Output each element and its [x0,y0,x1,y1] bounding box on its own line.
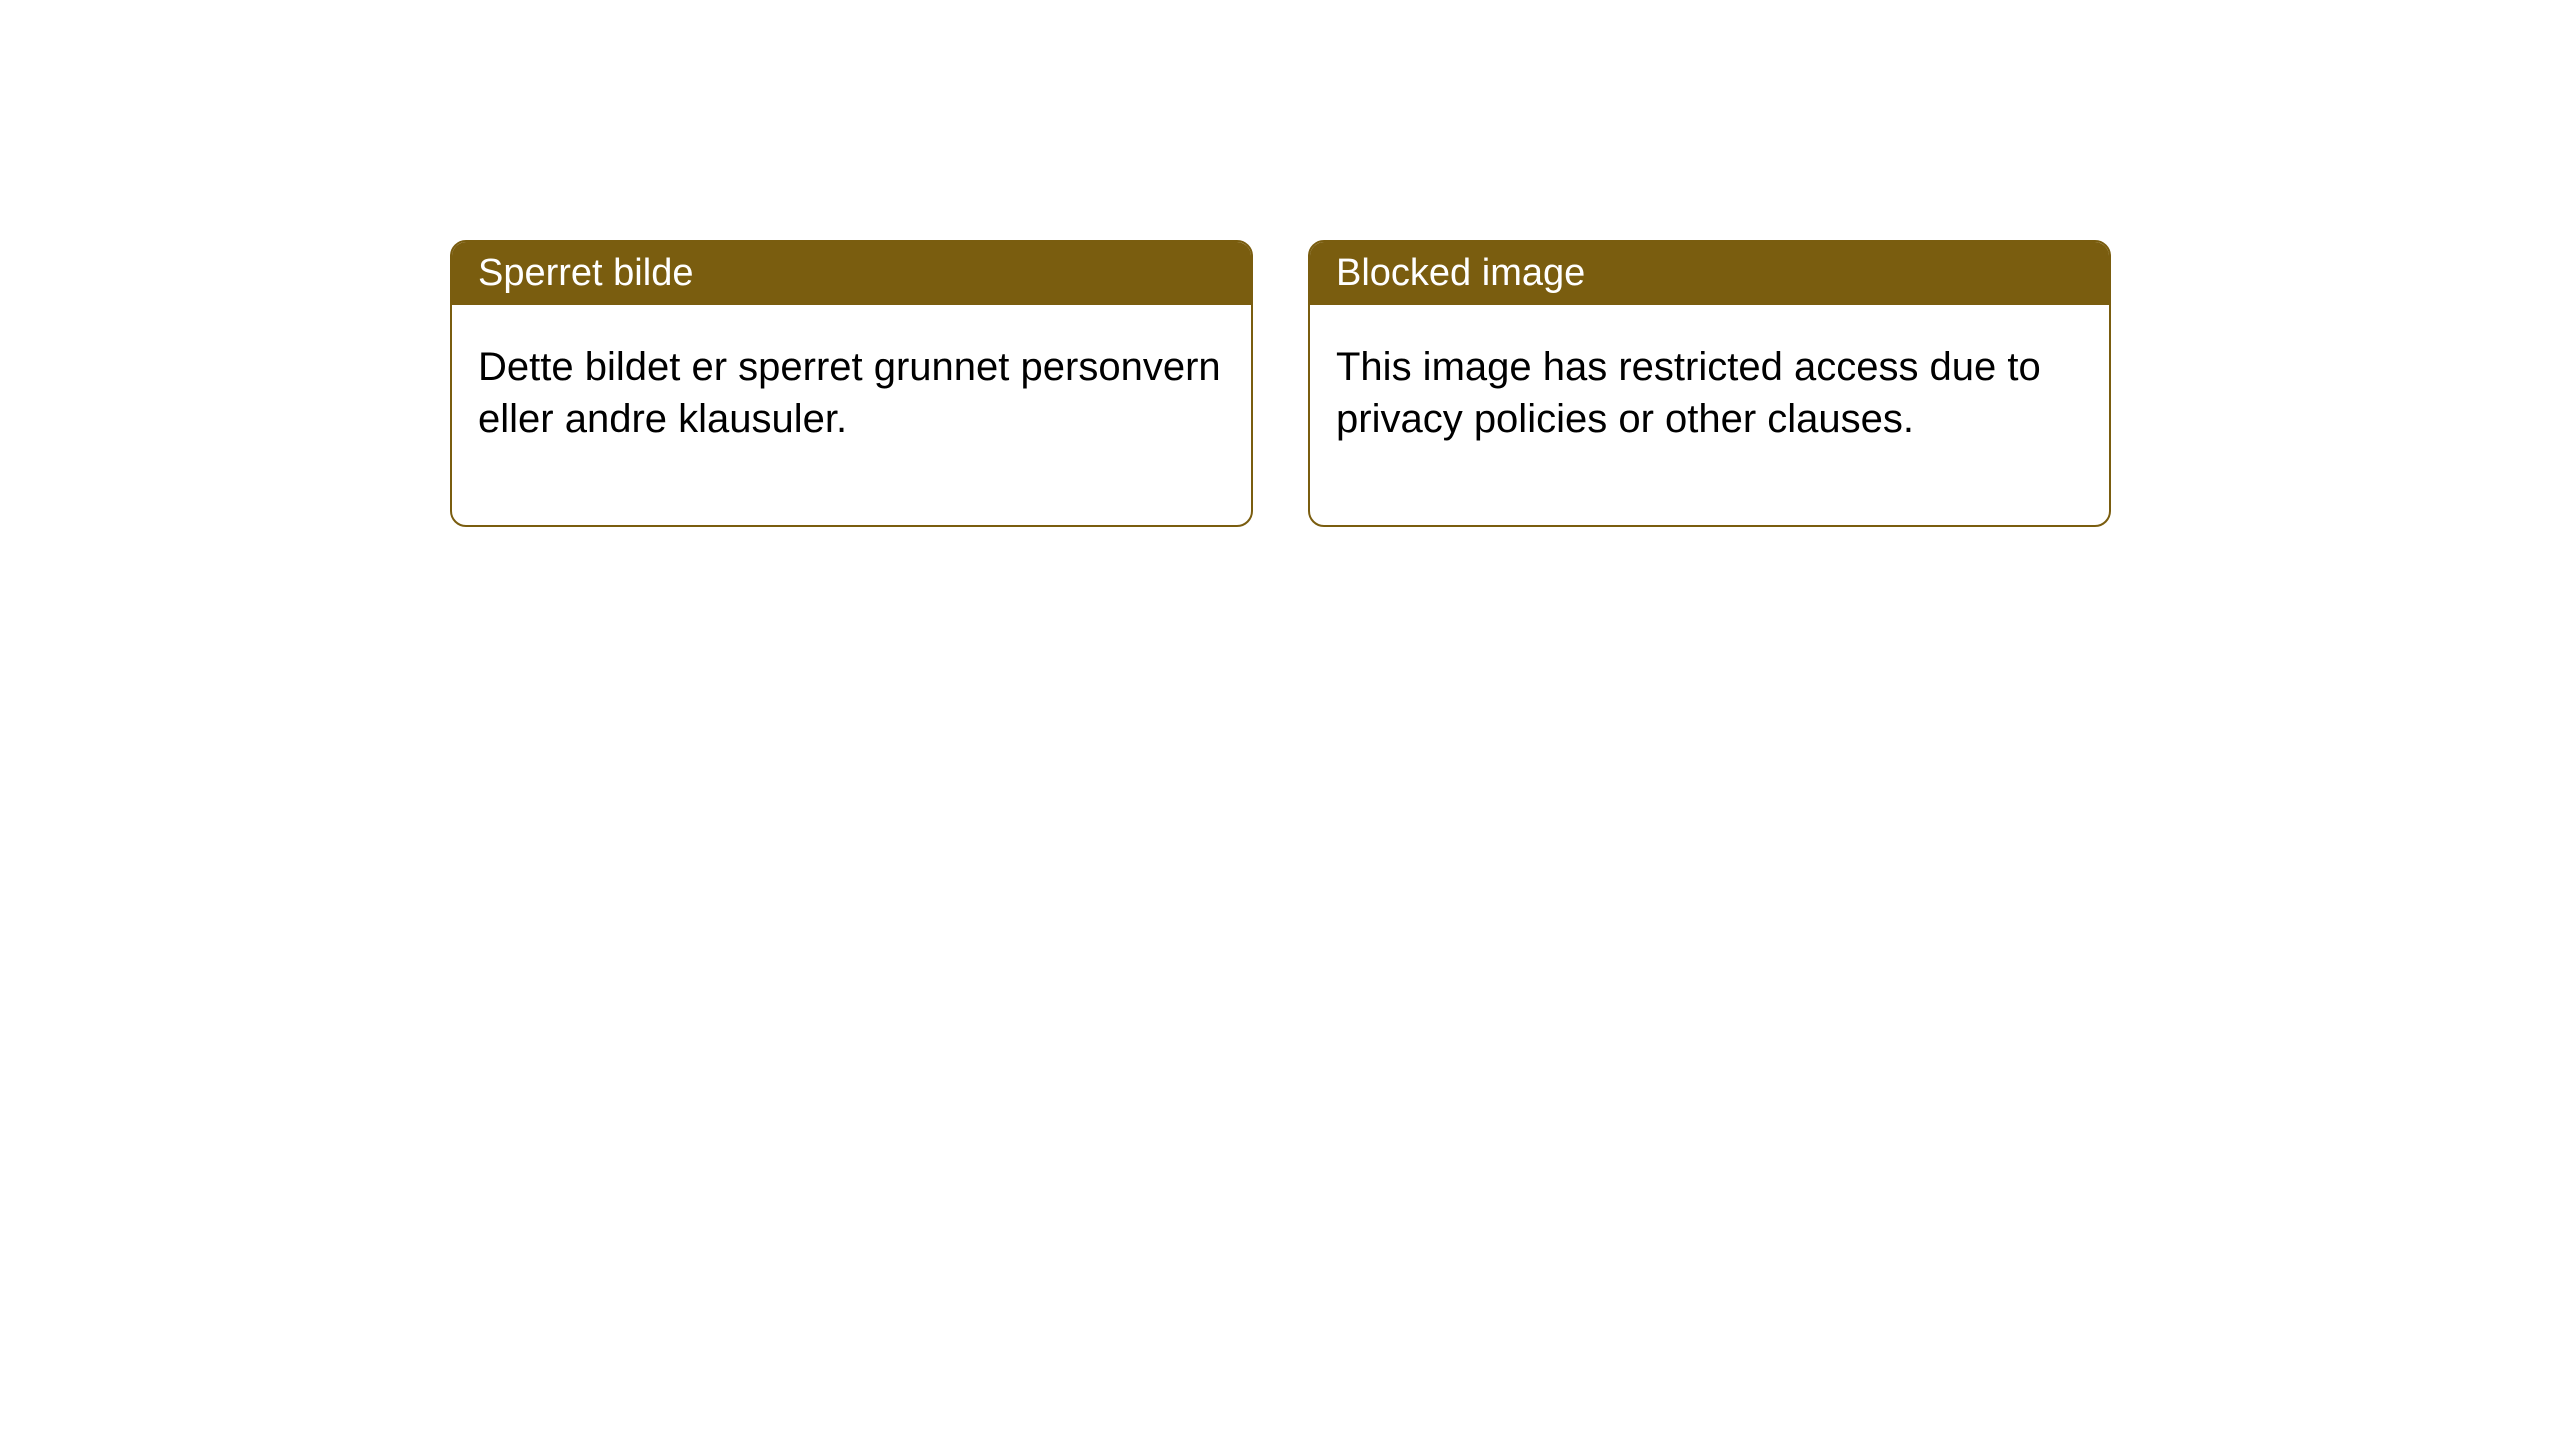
card-body-text: Dette bildet er sperret grunnet personve… [478,345,1221,441]
card-header: Sperret bilde [452,242,1251,305]
card-title: Sperret bilde [478,252,693,294]
card-body: Dette bildet er sperret grunnet personve… [452,305,1251,525]
card-body-text: This image has restricted access due to … [1336,345,2041,441]
blocked-image-card-en: Blocked image This image has restricted … [1308,240,2111,527]
card-container: Sperret bilde Dette bildet er sperret gr… [0,0,2560,527]
blocked-image-card-no: Sperret bilde Dette bildet er sperret gr… [450,240,1253,527]
card-header: Blocked image [1310,242,2109,305]
card-body: This image has restricted access due to … [1310,305,2109,525]
card-title: Blocked image [1336,252,1585,294]
